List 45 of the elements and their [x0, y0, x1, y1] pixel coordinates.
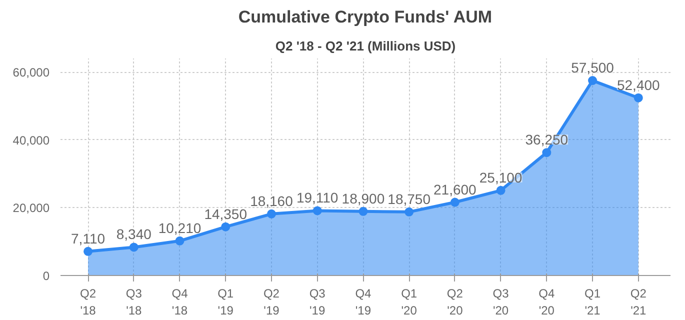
point	[129, 242, 138, 252]
point	[358, 206, 368, 216]
y-tick-label: 20,000	[12, 201, 50, 216]
y-tick-label: 40,000	[12, 133, 50, 148]
point	[496, 186, 506, 195]
point	[634, 93, 643, 102]
data-label: 19,110	[296, 190, 338, 206]
data-label: 18,160	[250, 192, 294, 209]
point	[266, 209, 276, 218]
x-tick-label: Q1 '21	[584, 286, 601, 318]
x-tick-label: Q2 '21	[630, 286, 647, 318]
x-tick-label: Q1 '20	[401, 286, 418, 318]
data-label: 8,340	[116, 226, 152, 242]
point	[312, 206, 322, 216]
data-label: 36,250	[525, 132, 568, 148]
data-label: 52,400	[616, 76, 660, 93]
point	[221, 222, 230, 232]
x-tick-label: Q3 '18	[126, 286, 142, 318]
data-label: 25,100	[479, 169, 522, 186]
data-label: 10,210	[158, 220, 202, 236]
data-label: 18,750	[388, 190, 431, 207]
point	[84, 246, 93, 256]
data-label: 14,350	[204, 206, 248, 222]
data-label: 57,500	[571, 60, 614, 76]
chart-subtitle: Q2 '18 - Q2 '21 (Millions USD)	[275, 38, 456, 54]
data-label: 7,110	[71, 230, 106, 246]
x-tick-label: Q4 '18	[172, 286, 188, 318]
y-tick-label: 60,000	[12, 66, 50, 80]
x-tick-label: Q1 '19	[218, 286, 234, 318]
x-tick-label: Q4 '19	[355, 286, 372, 318]
x-tick-label: Q3 '20	[492, 286, 510, 318]
point	[542, 148, 552, 158]
x-tick-label: Q2 '18	[80, 286, 96, 318]
y-tick-label: 0	[42, 269, 50, 283]
x-tick-label: Q3 '19	[309, 286, 326, 318]
data-label: 21,600	[434, 181, 477, 198]
point	[175, 236, 184, 246]
x-tick-label: Q2 '19	[263, 286, 280, 318]
point	[450, 198, 460, 207]
point	[588, 76, 598, 86]
data-label: 18,900	[342, 190, 385, 206]
point	[404, 207, 414, 216]
x-tick-label: Q2 '20	[446, 286, 464, 318]
chart-title: Cumulative Crypto Funds' AUM	[238, 8, 492, 26]
x-tick-label: Q4 '20	[538, 286, 555, 318]
